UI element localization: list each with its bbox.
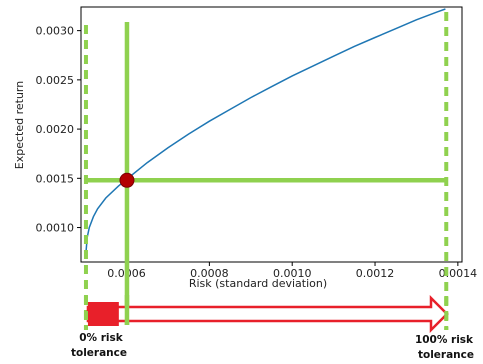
y-tick-label: 0.0025 [36,74,75,87]
full-risk-label-line2: tolerance [418,349,474,361]
zero-risk-label-line2: tolerance [71,347,127,359]
x-tick-label: 0.0010 [273,267,312,280]
risk-arrow-outline [86,294,449,334]
zero-risk-label-line1: 0% risk [79,332,124,344]
y-tick-label: 0.0010 [36,222,75,235]
y-axis-label: Expected return [13,81,26,169]
risk-slider [83,294,449,334]
x-tick-label: 0.0012 [356,267,395,280]
x-tick-label: 0.0008 [190,267,229,280]
risk-slider-fill [87,302,119,326]
y-tick-label: 0.0015 [36,172,75,185]
full-risk-label-line1: 100% risk [415,334,474,346]
selected-point-group [119,172,135,188]
x-axis-label: Risk (standard deviation) [189,277,327,290]
axis-ticks: 0.00060.00080.00100.00120.00140.00100.00… [36,25,478,280]
plot-area-frame [80,6,463,263]
plot-frame [80,6,463,263]
y-tick-label: 0.0030 [36,25,75,38]
frontier-curve-group [85,8,446,253]
selected-point-marker [119,172,135,188]
frontier-line [85,8,446,253]
y-tick-label: 0.0020 [36,123,75,136]
